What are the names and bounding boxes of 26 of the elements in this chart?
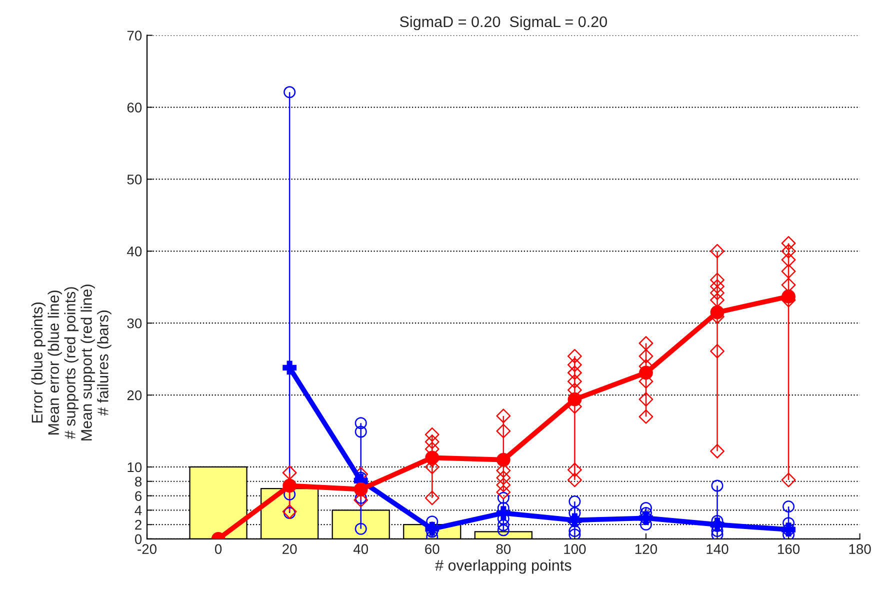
x-tick-label: 120	[635, 544, 658, 554]
y-tick-label: 70	[127, 30, 142, 41]
x-tick-label: 60	[425, 544, 440, 554]
y-tick-label: 60	[127, 102, 142, 112]
x-tick-label: 140	[706, 544, 728, 554]
y-tick-label: 6	[135, 491, 142, 501]
y-axis-title: Error (blue points) Mean error (blue line) # supports (red points) Mean support (red line) # failures (bars)	[31, 284, 112, 440]
chart-title: SigmaD = 0.20 SigmaL = 0.20	[400, 16, 607, 30]
y-tick-label: 10	[128, 462, 142, 472]
y-tick-label: 30	[127, 318, 142, 328]
x-tick-label: -20	[138, 544, 157, 554]
x-tick-label: 80	[496, 544, 511, 554]
x-tick-label: 0	[214, 544, 222, 554]
y-tick-label: 4	[134, 506, 142, 516]
y-tick-label: 0	[134, 534, 142, 544]
x-tick-label: 160	[778, 544, 800, 554]
y-tick-label: 2	[135, 520, 142, 530]
y-tick-label: 8	[135, 476, 142, 487]
y-tick-label: 50	[127, 174, 142, 184]
y-tick-label: 20	[127, 390, 142, 400]
x-tick-label: 20	[282, 544, 297, 554]
x-axis-title: # overlapping points	[435, 560, 572, 574]
x-tick-label: 40	[353, 544, 368, 554]
x-tick-label: 100	[564, 544, 586, 554]
y-tick-label: 40	[127, 246, 142, 256]
x-tick-label: 180	[849, 544, 871, 554]
